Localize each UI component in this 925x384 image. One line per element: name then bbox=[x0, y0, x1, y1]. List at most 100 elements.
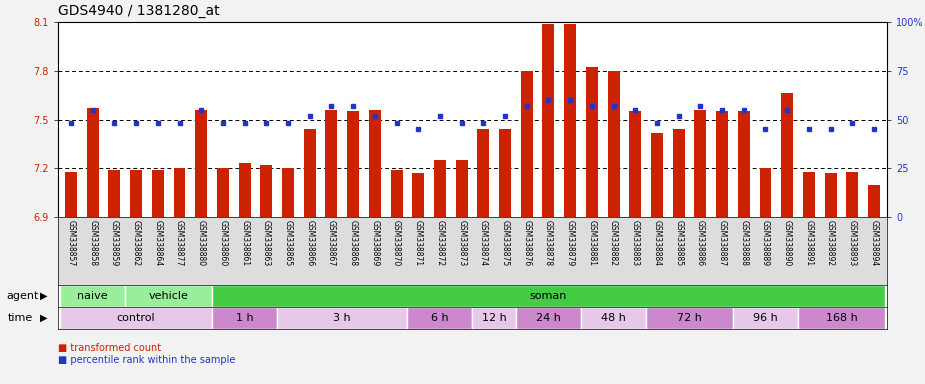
Bar bbox=[260, 165, 272, 217]
Text: GSM338875: GSM338875 bbox=[500, 220, 510, 266]
Text: vehicle: vehicle bbox=[149, 291, 189, 301]
Bar bbox=[282, 168, 294, 217]
Bar bbox=[369, 110, 381, 217]
Bar bbox=[326, 110, 338, 217]
Bar bbox=[87, 108, 99, 217]
Text: GSM338884: GSM338884 bbox=[652, 220, 661, 266]
Text: GSM338862: GSM338862 bbox=[131, 220, 141, 266]
Text: 3 h: 3 h bbox=[334, 313, 352, 323]
Bar bbox=[477, 129, 489, 217]
Text: GSM338858: GSM338858 bbox=[88, 220, 97, 266]
Bar bbox=[60, 307, 212, 329]
Text: ■ transformed count: ■ transformed count bbox=[58, 343, 161, 353]
Text: GSM338874: GSM338874 bbox=[479, 220, 487, 266]
Text: control: control bbox=[117, 313, 155, 323]
Bar bbox=[824, 173, 836, 217]
Text: 6 h: 6 h bbox=[431, 313, 449, 323]
Bar bbox=[586, 68, 598, 217]
Text: ▶: ▶ bbox=[40, 291, 47, 301]
Bar bbox=[516, 307, 581, 329]
Text: GSM338887: GSM338887 bbox=[718, 220, 726, 266]
Bar bbox=[782, 93, 793, 217]
Bar bbox=[564, 24, 576, 217]
Bar bbox=[716, 111, 728, 217]
Bar bbox=[629, 111, 641, 217]
Text: GSM338889: GSM338889 bbox=[761, 220, 770, 266]
Bar bbox=[239, 163, 251, 217]
Bar bbox=[60, 285, 125, 307]
Bar bbox=[303, 129, 315, 217]
Text: naive: naive bbox=[78, 291, 108, 301]
Text: 48 h: 48 h bbox=[601, 313, 626, 323]
Text: soman: soman bbox=[530, 291, 567, 301]
Text: GSM338879: GSM338879 bbox=[566, 220, 574, 266]
Text: GSM338870: GSM338870 bbox=[392, 220, 401, 266]
Text: 72 h: 72 h bbox=[677, 313, 702, 323]
Text: agent: agent bbox=[6, 291, 38, 301]
Text: time: time bbox=[8, 313, 33, 323]
Bar bbox=[407, 307, 473, 329]
Bar bbox=[125, 285, 212, 307]
Text: ▶: ▶ bbox=[40, 313, 47, 323]
Bar bbox=[695, 110, 707, 217]
Bar bbox=[195, 110, 207, 217]
Bar bbox=[473, 307, 516, 329]
Text: GSM338885: GSM338885 bbox=[674, 220, 684, 266]
Bar bbox=[542, 24, 554, 217]
Bar bbox=[212, 285, 885, 307]
Text: GSM338878: GSM338878 bbox=[544, 220, 553, 266]
Bar bbox=[647, 307, 733, 329]
Text: GSM338881: GSM338881 bbox=[587, 220, 597, 266]
Text: GSM338857: GSM338857 bbox=[67, 220, 76, 266]
Bar bbox=[65, 172, 77, 217]
Bar bbox=[390, 170, 402, 217]
Bar bbox=[521, 71, 533, 217]
Bar bbox=[500, 129, 511, 217]
Text: GSM338873: GSM338873 bbox=[457, 220, 466, 266]
Text: 12 h: 12 h bbox=[482, 313, 507, 323]
Bar bbox=[347, 111, 359, 217]
Text: GSM338871: GSM338871 bbox=[413, 220, 423, 266]
Text: GSM338882: GSM338882 bbox=[609, 220, 618, 266]
Bar bbox=[212, 307, 278, 329]
Text: GSM338883: GSM338883 bbox=[631, 220, 640, 266]
Bar bbox=[434, 160, 446, 217]
Bar bbox=[803, 172, 815, 217]
Text: GSM338861: GSM338861 bbox=[240, 220, 249, 266]
Text: 24 h: 24 h bbox=[536, 313, 561, 323]
Text: GSM338864: GSM338864 bbox=[154, 220, 162, 266]
Bar bbox=[672, 129, 684, 217]
Text: GSM338865: GSM338865 bbox=[284, 220, 292, 266]
Bar bbox=[581, 307, 647, 329]
Text: GSM338894: GSM338894 bbox=[870, 220, 879, 266]
Bar bbox=[108, 170, 120, 217]
Bar bbox=[868, 184, 880, 217]
Bar bbox=[846, 172, 858, 217]
Bar bbox=[651, 132, 663, 217]
Text: GSM338860: GSM338860 bbox=[218, 220, 228, 266]
Text: GSM338866: GSM338866 bbox=[305, 220, 314, 266]
Bar bbox=[217, 168, 228, 217]
Bar bbox=[413, 173, 425, 217]
Bar bbox=[608, 71, 620, 217]
Text: GSM338868: GSM338868 bbox=[349, 220, 358, 266]
Bar bbox=[278, 307, 407, 329]
Text: GSM338886: GSM338886 bbox=[696, 220, 705, 266]
Bar bbox=[798, 307, 885, 329]
Text: GSM338893: GSM338893 bbox=[848, 220, 857, 266]
Text: GSM338869: GSM338869 bbox=[370, 220, 379, 266]
Text: GSM338876: GSM338876 bbox=[523, 220, 531, 266]
Text: GSM338888: GSM338888 bbox=[739, 220, 748, 266]
Bar bbox=[174, 168, 186, 217]
Text: 96 h: 96 h bbox=[753, 313, 778, 323]
Text: GSM338892: GSM338892 bbox=[826, 220, 835, 266]
Text: ■ percentile rank within the sample: ■ percentile rank within the sample bbox=[58, 355, 235, 365]
Bar bbox=[738, 111, 750, 217]
Text: GSM338872: GSM338872 bbox=[436, 220, 444, 266]
Text: GSM338867: GSM338867 bbox=[327, 220, 336, 266]
Text: GSM338890: GSM338890 bbox=[783, 220, 792, 266]
Text: GSM338891: GSM338891 bbox=[805, 220, 813, 266]
Text: GDS4940 / 1381280_at: GDS4940 / 1381280_at bbox=[58, 4, 219, 18]
Bar bbox=[130, 170, 142, 217]
Bar bbox=[152, 170, 164, 217]
